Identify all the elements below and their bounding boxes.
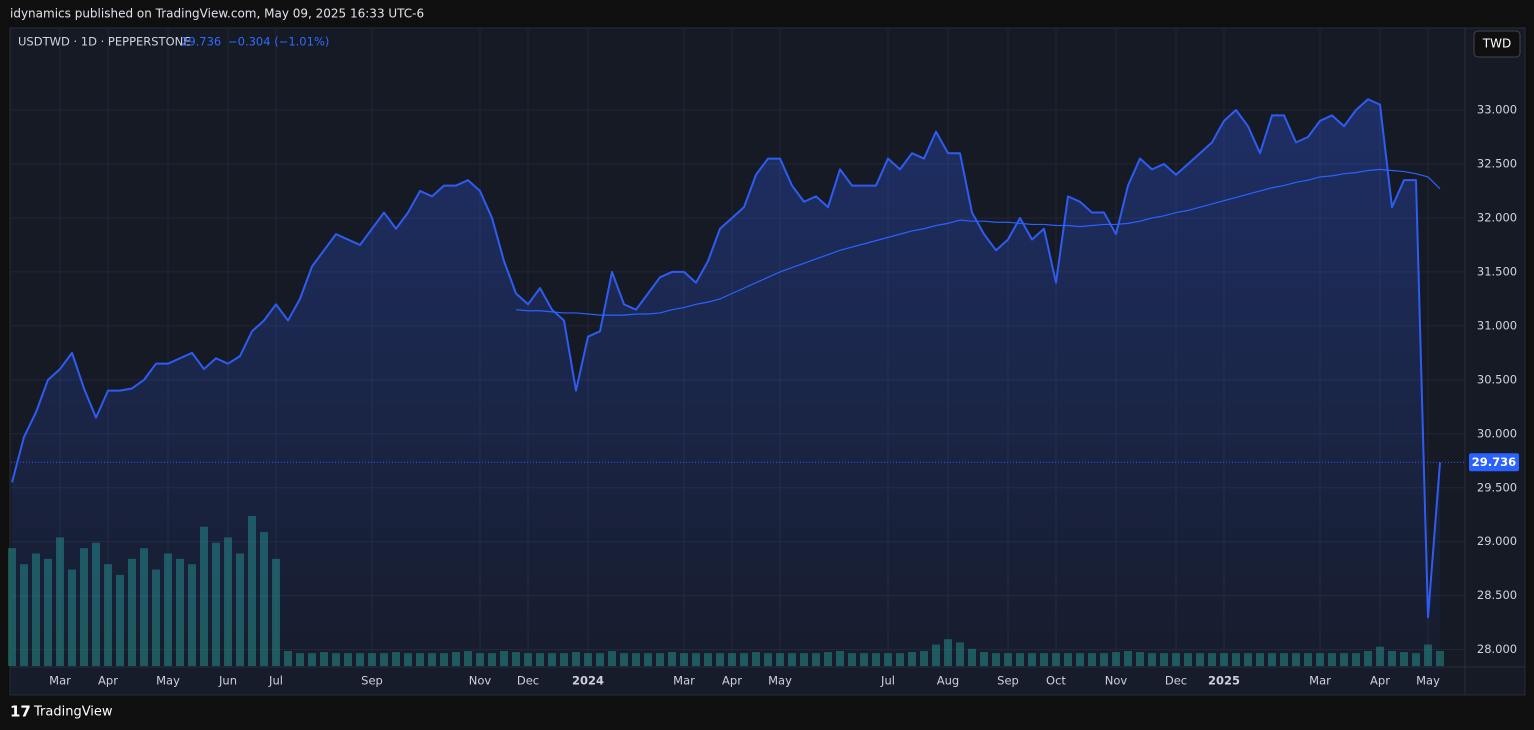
- logo-mark: 𝟭𝟳: [10, 703, 31, 721]
- y-tick-label: 29.500: [1477, 480, 1517, 494]
- y-tick-label: 28.500: [1477, 588, 1517, 602]
- moving-average-line: [515, 168, 1441, 316]
- y-tick-label: 32.000: [1477, 210, 1517, 224]
- y-tick-label: 31.000: [1477, 318, 1517, 332]
- price-line: [11, 98, 1441, 619]
- plot: 28.000 28.500 29.000 29.500 30.000 30.500 31.0…: [8, 28, 1525, 696]
- y-tick-label: 30.500: [1477, 372, 1517, 386]
- y-tick-label: 31.500: [1477, 264, 1517, 278]
- price-area: [12, 99, 1440, 696]
- last-price-label: 29.736: [1472, 455, 1516, 469]
- y-tick-label: 30.000: [1477, 426, 1517, 440]
- last-price-badge: [1469, 453, 1519, 472]
- brand: TradingView: [33, 705, 113, 720]
- y-tick-label: 28.000: [1477, 642, 1517, 656]
- publisher: idynamics published on TradingView.com, …: [10, 7, 424, 21]
- y-tick-label: 29.000: [1477, 534, 1517, 548]
- currency-button[interactable]: [1473, 30, 1521, 58]
- y-tick-label: 32.500: [1477, 156, 1517, 170]
- symbol: USDTWD · 1D · PEPPERSTONE: [18, 35, 191, 49]
- last-price-legend: 29.736: [181, 35, 221, 49]
- price-change: −0.304 (−1.01%): [228, 35, 329, 49]
- currency-label[interactable]: TWD: [1482, 37, 1511, 51]
- y-tick-label: 33.000: [1477, 103, 1517, 117]
